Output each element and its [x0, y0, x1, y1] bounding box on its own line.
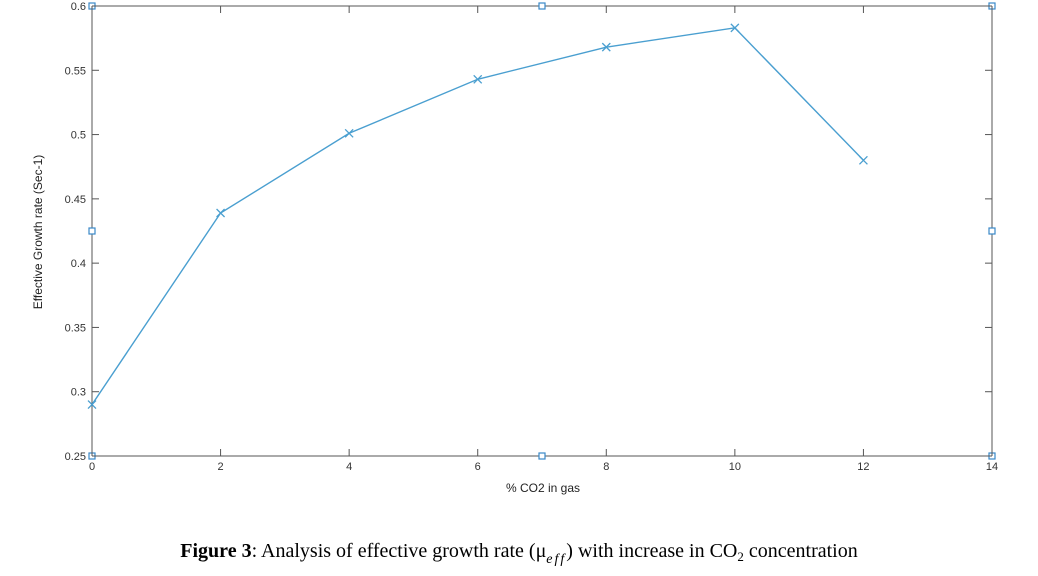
data-point [344, 128, 354, 138]
figure-caption-text-2: ) with increase in CO [566, 540, 738, 562]
frame-handle [988, 227, 996, 235]
figure-caption-text-3: concentration [743, 540, 858, 562]
x-tick-label: 12 [857, 461, 869, 473]
x-tick-label: 8 [603, 461, 609, 473]
x-tick-label: 0 [89, 461, 95, 473]
axes [88, 2, 996, 460]
figure-caption-text-1: : Analysis of effective growth rate (μ [251, 540, 547, 562]
data-point [473, 74, 483, 84]
figure-caption: Figure 3: Analysis of effective growth r… [0, 540, 1038, 568]
data-point [87, 400, 97, 410]
y-tick-label: 0.35 [65, 322, 86, 334]
figure-caption-subscript-2: 2 [737, 549, 744, 564]
x-tick-label: 10 [729, 461, 741, 473]
data-point-marker [601, 42, 611, 52]
data-point-marker [858, 155, 868, 165]
y-tick-label: 0.5 [71, 130, 86, 142]
y-tick-label: 0.4 [71, 258, 86, 270]
line-chart: 0 2 4 6 8 10 12 140.250.30.350.40.450.50.550.6 … [31, 1, 999, 495]
y-axis-label: Effective Growth rate (Sec-1) [31, 155, 45, 310]
data-point [858, 155, 868, 165]
data-point-marker [87, 400, 97, 410]
frame-handle [538, 452, 546, 460]
series [87, 23, 868, 410]
y-tick-label: 0.3 [71, 387, 86, 399]
figure-caption-label: Figure 3 [180, 540, 252, 562]
data-point [216, 208, 226, 218]
data-point-marker [473, 74, 483, 84]
data-point-marker [216, 208, 226, 218]
frame-handle [538, 2, 546, 10]
plot-frame [91, 5, 993, 457]
figure-caption-subscript-eff: eff [546, 552, 567, 567]
x-axis-label: % CO2 in gas [506, 481, 580, 495]
series-line [91, 27, 864, 405]
frame-handle [88, 227, 96, 235]
data-point [601, 42, 611, 52]
x-tick-label: 4 [346, 461, 352, 473]
y-tick-label: 0.45 [65, 194, 86, 206]
y-tick-label: 0.25 [65, 451, 86, 463]
ticks: 0 2 4 6 8 10 12 14 0.25 0.3 0.35 0.4 0.45 0.5 0.55 0.6 [65, 1, 999, 473]
data-point-marker [730, 23, 740, 33]
y-tick-label: 0.55 [65, 65, 86, 77]
x-tick-label: 2 [218, 461, 224, 473]
x-tick-label: 14 [986, 461, 998, 473]
data-point-marker [344, 128, 354, 138]
data-point [730, 23, 740, 33]
x-tick-label: 6 [475, 461, 481, 473]
y-tick-label: 0.6 [71, 1, 86, 13]
